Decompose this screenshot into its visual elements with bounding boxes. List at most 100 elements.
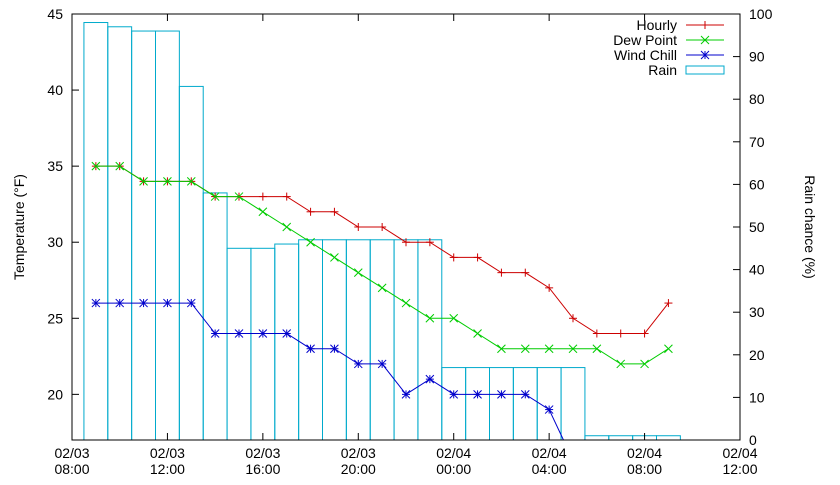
rain-bar bbox=[584, 435, 610, 441]
wind-chill-line bbox=[95, 302, 564, 441]
hourly-point bbox=[497, 268, 506, 277]
dew-point-point bbox=[473, 329, 482, 338]
axis-ticks: 202530354045010203040506070809010002/030… bbox=[47, 6, 772, 477]
rain-bar bbox=[250, 247, 276, 441]
wind-chill-point bbox=[306, 344, 315, 354]
dew-point-point bbox=[401, 298, 411, 308]
wind-chill-point bbox=[282, 329, 292, 338]
rain-bar bbox=[83, 22, 109, 441]
rain-bars bbox=[83, 22, 681, 441]
hourly-point bbox=[449, 253, 458, 262]
series-lines bbox=[91, 161, 673, 441]
dew-point-point bbox=[163, 177, 172, 186]
hourly-point bbox=[330, 207, 339, 216]
rain-bar bbox=[417, 239, 443, 441]
hourly-point bbox=[378, 223, 387, 231]
wind-chill-point bbox=[425, 374, 435, 384]
y-left-tick-label: 20 bbox=[47, 386, 63, 402]
hourly-point bbox=[258, 192, 267, 201]
hourly-point bbox=[640, 329, 649, 338]
hourly-point bbox=[354, 223, 363, 231]
hourly-point bbox=[616, 329, 625, 338]
rain-bar bbox=[274, 243, 300, 441]
wind-chill-point bbox=[258, 329, 268, 338]
dew-point-point bbox=[425, 313, 435, 323]
y-right-tick-label: 50 bbox=[749, 219, 765, 235]
dew-point-point bbox=[210, 192, 220, 201]
hourly-point bbox=[402, 238, 410, 247]
rain-bar bbox=[656, 435, 681, 441]
y-right-tick-label: 70 bbox=[749, 134, 765, 150]
legend-swatch-marker bbox=[700, 35, 710, 45]
hourly-point bbox=[425, 238, 434, 247]
rain-bar bbox=[393, 239, 419, 441]
dew-point-point bbox=[186, 177, 196, 186]
rain-bar bbox=[345, 239, 371, 441]
hourly-point bbox=[569, 314, 577, 323]
y-right-tick-label: 30 bbox=[749, 304, 765, 320]
legend-swatch-box bbox=[685, 65, 725, 75]
wind-chill-point bbox=[186, 298, 196, 308]
dew-point-point bbox=[282, 222, 292, 232]
wind-chill-point bbox=[473, 390, 482, 399]
dew-point-point bbox=[568, 344, 578, 354]
dew-point-point bbox=[377, 283, 387, 293]
rain-bar bbox=[441, 367, 467, 441]
wind-chill-point bbox=[330, 344, 339, 354]
rain-bar bbox=[131, 30, 156, 441]
hourly-point bbox=[545, 283, 554, 292]
x-tick-label-time: 04:00 bbox=[532, 461, 567, 477]
y-right-tick-label: 80 bbox=[749, 91, 765, 107]
y-left-tick-label: 30 bbox=[47, 234, 63, 250]
x-tick-label-time: 12:00 bbox=[722, 461, 757, 477]
hourly-point bbox=[664, 299, 673, 308]
wind-chill-point bbox=[353, 359, 363, 369]
x-tick-label-date: 02/04 bbox=[436, 445, 471, 461]
legend-swatch-marker bbox=[701, 21, 709, 29]
y-right-tick-label: 0 bbox=[749, 432, 757, 448]
x-tick-label-date: 02/04 bbox=[532, 445, 567, 461]
x-tick-label-date: 02/03 bbox=[245, 445, 280, 461]
wind-chill-point bbox=[497, 390, 506, 399]
wind-chill-point bbox=[91, 298, 101, 308]
dew-point-point bbox=[353, 268, 363, 277]
dew-point-point bbox=[520, 344, 530, 354]
hourly-line bbox=[95, 165, 669, 334]
legend-label: Dew Point bbox=[613, 32, 677, 48]
hourly-point bbox=[306, 207, 315, 216]
rain-bar bbox=[202, 192, 228, 441]
legend-label: Rain bbox=[648, 62, 677, 78]
rain-bar bbox=[369, 239, 395, 441]
dew-point-point bbox=[330, 253, 339, 262]
rain-bar bbox=[298, 239, 323, 441]
y-left-tick-label: 35 bbox=[47, 158, 63, 174]
wind-chill-point bbox=[210, 329, 220, 338]
x-tick-label-date: 02/03 bbox=[341, 445, 376, 461]
legend-label: Hourly bbox=[637, 17, 677, 33]
legend-swatch-marker bbox=[700, 50, 710, 60]
dew-point-point bbox=[544, 344, 554, 354]
x-tick-label-date: 02/04 bbox=[627, 445, 662, 461]
dew-point-point bbox=[234, 192, 244, 201]
dew-point-point bbox=[258, 207, 268, 217]
rain-bar bbox=[512, 367, 538, 441]
plot-frame bbox=[71, 13, 741, 441]
x-tick-label-date: 02/03 bbox=[150, 445, 185, 461]
rain-bar bbox=[155, 30, 180, 441]
y-right-tick-label: 40 bbox=[749, 262, 765, 278]
legend-label: Wind Chill bbox=[614, 47, 677, 63]
x-tick-label-time: 16:00 bbox=[245, 461, 280, 477]
wind-chill-point bbox=[163, 298, 172, 308]
x-tick-label-time: 20:00 bbox=[341, 461, 376, 477]
y-left-axis-label: Temperature (°F) bbox=[11, 174, 27, 280]
wind-chill-point bbox=[377, 359, 387, 369]
rain-bar bbox=[489, 367, 514, 441]
dew-point-point bbox=[640, 359, 649, 369]
wind-chill-point bbox=[449, 390, 459, 399]
dew-point-line bbox=[95, 165, 669, 365]
y-right-tick-label: 10 bbox=[749, 389, 765, 405]
y-left-tick-label: 40 bbox=[47, 82, 63, 98]
rain-bar bbox=[322, 239, 347, 441]
